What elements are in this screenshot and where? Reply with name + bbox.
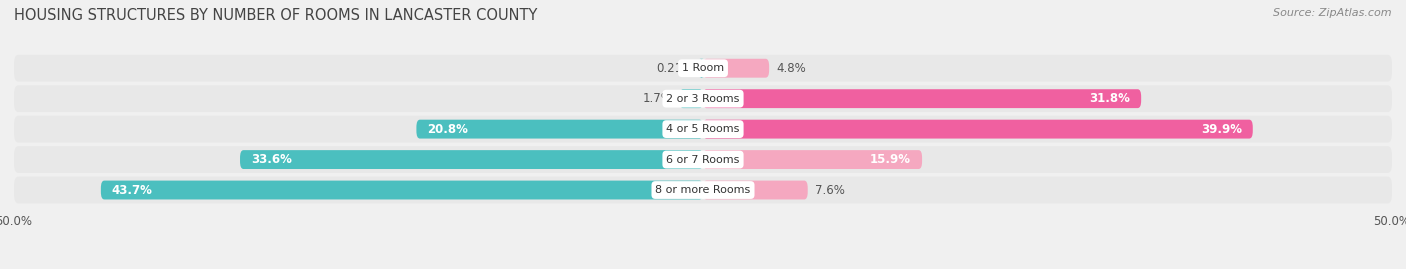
Text: HOUSING STRUCTURES BY NUMBER OF ROOMS IN LANCASTER COUNTY: HOUSING STRUCTURES BY NUMBER OF ROOMS IN… (14, 8, 537, 23)
FancyBboxPatch shape (703, 150, 922, 169)
FancyBboxPatch shape (240, 150, 703, 169)
Text: 7.6%: 7.6% (814, 183, 845, 197)
Text: Source: ZipAtlas.com: Source: ZipAtlas.com (1274, 8, 1392, 18)
FancyBboxPatch shape (679, 89, 703, 108)
Text: 2 or 3 Rooms: 2 or 3 Rooms (666, 94, 740, 104)
FancyBboxPatch shape (700, 59, 703, 78)
FancyBboxPatch shape (14, 85, 1392, 112)
Text: 4 or 5 Rooms: 4 or 5 Rooms (666, 124, 740, 134)
FancyBboxPatch shape (416, 120, 703, 139)
FancyBboxPatch shape (14, 177, 1392, 203)
FancyBboxPatch shape (703, 89, 1142, 108)
FancyBboxPatch shape (101, 180, 703, 200)
Text: 31.8%: 31.8% (1090, 92, 1130, 105)
Text: 33.6%: 33.6% (252, 153, 292, 166)
Text: 39.9%: 39.9% (1201, 123, 1241, 136)
Text: 20.8%: 20.8% (427, 123, 468, 136)
FancyBboxPatch shape (14, 55, 1392, 82)
FancyBboxPatch shape (703, 120, 1253, 139)
Text: 43.7%: 43.7% (112, 183, 153, 197)
Text: 1.7%: 1.7% (643, 92, 672, 105)
Text: 1 Room: 1 Room (682, 63, 724, 73)
Text: 4.8%: 4.8% (776, 62, 806, 75)
FancyBboxPatch shape (14, 146, 1392, 173)
FancyBboxPatch shape (703, 59, 769, 78)
Text: 8 or more Rooms: 8 or more Rooms (655, 185, 751, 195)
FancyBboxPatch shape (703, 180, 807, 200)
Text: 15.9%: 15.9% (870, 153, 911, 166)
Text: 6 or 7 Rooms: 6 or 7 Rooms (666, 155, 740, 165)
Text: 0.21%: 0.21% (657, 62, 693, 75)
FancyBboxPatch shape (14, 116, 1392, 143)
